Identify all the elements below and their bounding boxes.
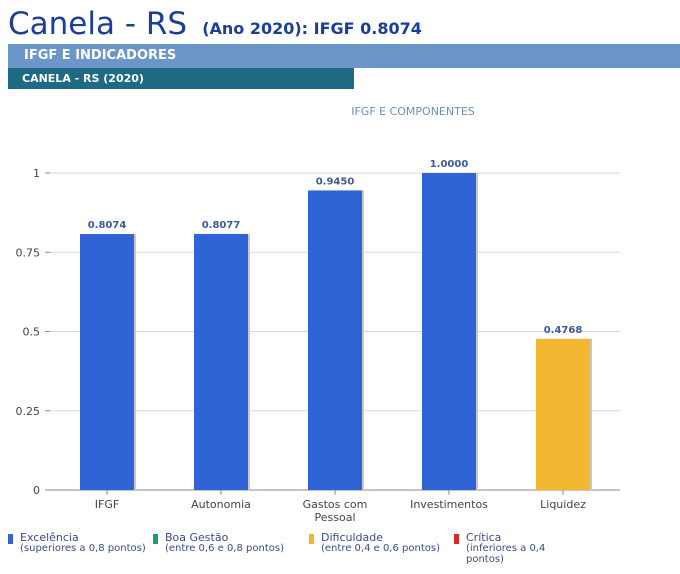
bar-value-label: 1.0000 [430, 159, 469, 170]
legend-detail-critica: (inferiores a 0,4 pontos) [466, 543, 546, 565]
x-category-label: Autonomia [191, 498, 251, 511]
x-category-label: Gastos com Pessoal [303, 498, 368, 524]
x-category-label: Investimentos [410, 498, 488, 511]
bar [194, 233, 248, 490]
y-tick-label: 0.5 [23, 326, 41, 339]
bar-value-label: 0.4768 [544, 325, 583, 336]
municipality-title: Canela - RS [8, 6, 188, 42]
year-ifgf-subtitle: (Ano 2020): IFGF 0.8074 [202, 19, 422, 38]
legend-swatch-critica [454, 534, 459, 544]
chart-title: IFGF E COMPONENTES [351, 105, 475, 118]
bar-value-label: 0.8074 [88, 220, 127, 231]
bar-value-label: 0.8077 [202, 220, 241, 231]
subsection-header-label: CANELA - RS (2020) [22, 72, 144, 85]
legend-label-excelencia: Excelência [20, 531, 79, 544]
subsection-header: CANELA - RS (2020) [8, 68, 354, 89]
y-tick-label: 0.75 [16, 246, 41, 259]
section-header: IFGF E INDICADORES [8, 44, 680, 68]
bar-value-label: 0.9450 [316, 176, 355, 187]
y-tick-label: 1 [33, 167, 40, 180]
legend-label-dificuldade: Dificuldade [321, 531, 384, 544]
bar [422, 173, 476, 490]
legend-swatch-excelencia [8, 534, 13, 544]
page-title: Canela - RS (Ano 2020): IFGF 0.8074 [8, 6, 422, 42]
section-header-label: IFGF E INDICADORES [24, 48, 177, 63]
y-tick-label: 0.25 [16, 405, 41, 418]
bar [80, 234, 134, 490]
legend-label-boa-gestao: Boa Gestão [165, 531, 229, 544]
ifgf-bar-chart: IFGF E COMPONENTES 0 0.25 0.5 0.75 1 0.8074 IFG… [16, 105, 620, 524]
x-category-label: Liquidez [540, 498, 586, 511]
y-tick-label: 0 [33, 484, 40, 497]
legend-detail-boa-gestao: (entre 0,6 e 0,8 pontos) [165, 543, 284, 554]
bar [536, 338, 590, 490]
bar [308, 190, 362, 490]
x-category-label: IFGF [95, 498, 119, 511]
legend-label-critica: Crítica [466, 531, 502, 544]
legend-swatch-dificuldade [309, 534, 314, 544]
legend-detail-dificuldade: (entre 0,4 e 0,6 pontos) [321, 543, 440, 554]
legend-swatch-boa-gestao [153, 534, 158, 544]
legend-detail-excelencia: (superiores a 0,8 pontos) [20, 543, 146, 554]
